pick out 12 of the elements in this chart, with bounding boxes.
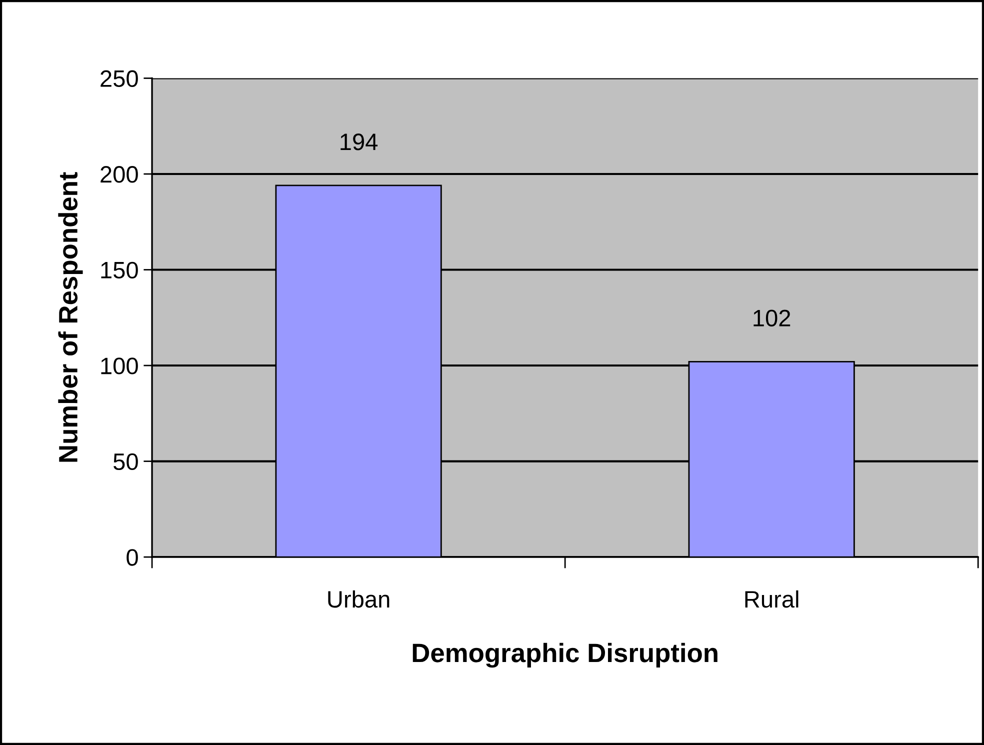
- y-tick-label: 150: [101, 262, 138, 279]
- data-label: 102: [754, 310, 790, 326]
- data-label: 194: [340, 134, 378, 150]
- y-tick-label: 200: [100, 166, 138, 183]
- y-tick-label: 100: [101, 358, 138, 374]
- y-tick-label: 50: [114, 453, 138, 470]
- y-axis-title: Number of Respondent: [58, 172, 83, 462]
- x-axis-title: Demographic Disruption: [412, 642, 718, 668]
- y-tick-label: 0: [126, 549, 138, 566]
- x-tick-label: Urban: [328, 590, 390, 608]
- x-tick-label: Rural: [745, 590, 798, 608]
- y-tick-label: 250: [100, 70, 138, 88]
